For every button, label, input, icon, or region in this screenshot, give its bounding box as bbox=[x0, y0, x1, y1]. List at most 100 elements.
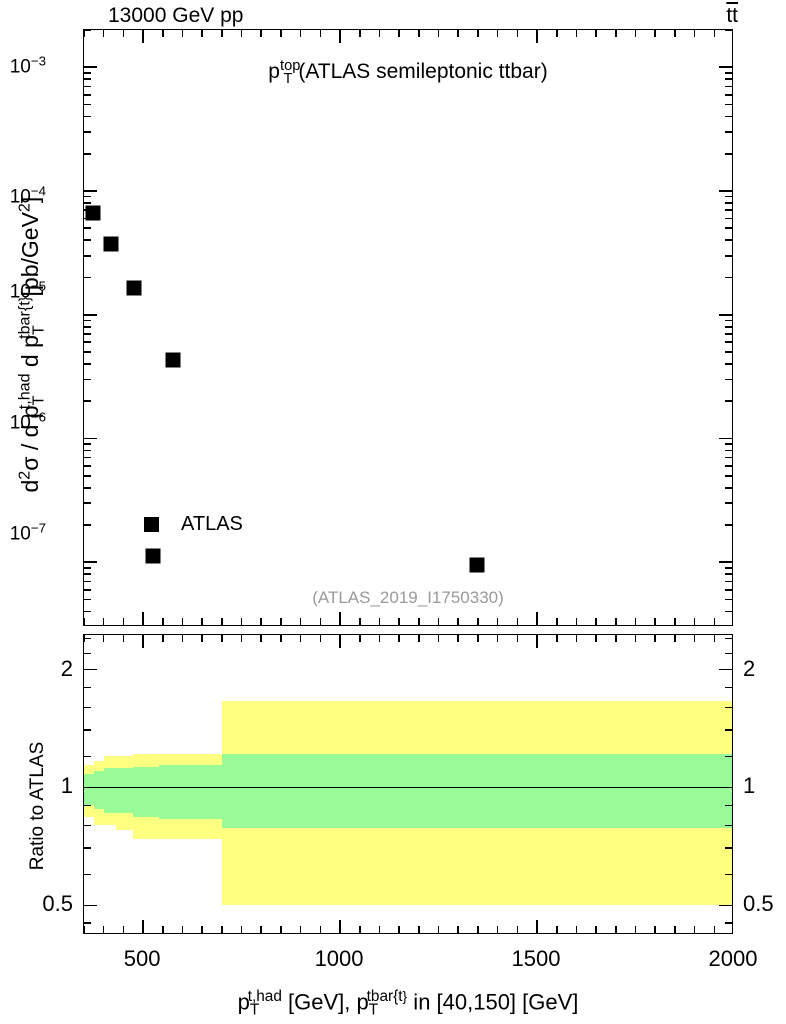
x-tick-label: 2000 bbox=[708, 946, 758, 971]
ratio-x-minor-tick-bottom bbox=[575, 926, 578, 933]
ratio-x-minor-tick-top bbox=[319, 635, 322, 642]
x-axis-minor-tick-top bbox=[418, 30, 420, 37]
y-axis-minor-tick-right bbox=[725, 131, 732, 133]
data-point-atlas bbox=[103, 236, 119, 252]
y-axis-minor-tick-right bbox=[725, 524, 732, 526]
ratio-x-major-tick-top bbox=[339, 635, 341, 648]
x-axis-minor-tick-top bbox=[221, 30, 223, 37]
ratio-y-minor-tick bbox=[84, 873, 91, 876]
ratio-x-minor-tick-bottom bbox=[634, 926, 637, 933]
x-axis-minor-tick-top bbox=[201, 30, 203, 37]
ratio-x-minor-tick-top bbox=[418, 635, 420, 642]
ratio-x-minor-tick-bottom bbox=[457, 926, 460, 933]
x-axis-minor-tick-bottom bbox=[161, 618, 164, 625]
y-axis-major-tick bbox=[84, 66, 97, 69]
y-axis-minor-tick bbox=[84, 341, 91, 344]
x-axis-minor-tick-bottom bbox=[260, 618, 263, 625]
ratio-y-minor-tick-right bbox=[725, 873, 732, 876]
y-axis-minor-tick-right bbox=[725, 567, 732, 569]
ratio-x-minor-tick-bottom bbox=[378, 926, 381, 933]
legend: ATLAS bbox=[144, 513, 243, 536]
ratio-x-minor-tick-bottom bbox=[161, 926, 164, 933]
ratio-x-minor-tick-bottom bbox=[84, 926, 85, 933]
ratio-x-minor-tick-top bbox=[102, 635, 105, 642]
x-axis-label: pTt,had [GeV], pTtbar{t} in [40,150] [Ge… bbox=[237, 988, 579, 1019]
ratio-y-major-tick bbox=[84, 668, 97, 671]
ratio-x-minor-tick-top bbox=[457, 635, 460, 642]
y-axis-minor-tick-right bbox=[725, 319, 732, 322]
ratio-reference-line bbox=[84, 786, 732, 789]
ratio-y-minor-tick bbox=[84, 922, 91, 925]
ratio-y-minor-tick-right bbox=[725, 652, 732, 655]
x-axis-minor-tick-bottom bbox=[398, 618, 400, 625]
y-axis-minor-tick-right bbox=[725, 474, 732, 477]
y-axis-minor-tick bbox=[84, 93, 91, 96]
ratio-x-major-tick-bottom bbox=[142, 920, 144, 933]
x-axis-minor-tick-bottom bbox=[477, 618, 479, 625]
legend-marker-atlas bbox=[144, 517, 159, 532]
ratio-x-minor-tick-top bbox=[674, 635, 676, 642]
ratio-x-minor-tick-top bbox=[221, 635, 223, 642]
ratio-x-minor-tick-top bbox=[634, 635, 637, 642]
x-axis-minor-tick-top bbox=[615, 30, 617, 37]
y-axis-minor-tick bbox=[84, 573, 91, 576]
x-axis-minor-tick-bottom bbox=[280, 618, 282, 625]
ratio-y-major-tick-right bbox=[719, 786, 732, 789]
y-axis-minor-tick bbox=[84, 276, 91, 279]
y-axis-minor-tick-right bbox=[725, 72, 732, 74]
x-axis-minor-tick-bottom bbox=[575, 618, 578, 625]
y-axis-minor-tick bbox=[84, 378, 91, 381]
x-axis-minor-tick-bottom bbox=[496, 618, 499, 625]
y-axis-minor-tick-right bbox=[725, 195, 732, 198]
y-axis-minor-tick-right bbox=[725, 580, 732, 583]
ratio-x-major-tick-bottom bbox=[536, 920, 538, 933]
ratio-band-inner bbox=[93, 771, 104, 810]
y-axis-minor-tick-right bbox=[725, 573, 732, 576]
ratio-x-major-tick-top bbox=[142, 635, 144, 648]
x-tick-label: 1000 bbox=[314, 946, 364, 971]
ratio-x-minor-tick-top bbox=[201, 635, 203, 642]
y-axis-minor-tick bbox=[84, 131, 91, 133]
ratio-x-minor-tick-top bbox=[595, 635, 597, 642]
ratio-x-minor-tick-bottom bbox=[181, 926, 184, 933]
ratio-x-minor-tick-top bbox=[654, 635, 656, 642]
y-axis-minor-tick-right bbox=[725, 378, 732, 381]
y-axis-minor-tick-right bbox=[725, 588, 732, 591]
ratio-x-minor-tick-bottom bbox=[319, 926, 322, 933]
y-axis-minor-tick bbox=[84, 319, 91, 322]
x-axis-minor-tick-top bbox=[240, 30, 243, 37]
y-axis-minor-tick-right bbox=[725, 115, 732, 118]
x-axis-minor-tick-top bbox=[496, 30, 499, 37]
ratio-x-minor-tick-top bbox=[516, 635, 519, 642]
ratio-x-minor-tick-bottom bbox=[299, 926, 302, 933]
x-axis-minor-tick-bottom bbox=[102, 618, 105, 625]
ratio-x-minor-tick-bottom bbox=[201, 926, 203, 933]
y-axis-minor-tick-right bbox=[725, 78, 732, 81]
y-tick-label-1e-7: 10−7 bbox=[9, 520, 46, 545]
x-axis-minor-tick-top bbox=[398, 30, 400, 37]
x-axis-minor-tick-bottom bbox=[201, 618, 203, 625]
x-axis-minor-tick-top bbox=[595, 30, 597, 37]
ratio-x-minor-tick-bottom bbox=[516, 926, 519, 933]
y-axis-minor-tick-right bbox=[725, 333, 732, 335]
data-point-atlas bbox=[165, 352, 181, 368]
y-axis-minor-tick-right bbox=[725, 598, 732, 601]
x-axis-major-tick-bottom bbox=[142, 612, 144, 625]
ratio-x-minor-tick-top bbox=[280, 635, 282, 642]
x-axis-minor-tick-top bbox=[437, 30, 440, 37]
ratio-x-minor-tick-top bbox=[398, 635, 400, 642]
y-axis-minor-tick-right bbox=[725, 400, 732, 403]
y-axis-minor-tick-right bbox=[725, 254, 732, 257]
y-axis-minor-tick bbox=[84, 333, 91, 335]
ratio-x-minor-tick-top bbox=[555, 635, 558, 642]
x-axis-major-tick-top bbox=[142, 30, 144, 43]
y-axis-minor-tick-right bbox=[725, 486, 732, 489]
ratio-y-minor-tick-right bbox=[725, 847, 732, 849]
y-axis-minor-tick bbox=[84, 502, 91, 505]
y-axis-major-tick bbox=[84, 437, 97, 440]
x-axis-minor-tick-top bbox=[378, 30, 381, 37]
ratio-y-minor-tick-right bbox=[725, 686, 732, 689]
y-axis-minor-tick bbox=[84, 239, 91, 242]
y-axis-minor-tick-right bbox=[725, 103, 732, 106]
x-axis-major-tick-top bbox=[536, 30, 538, 43]
